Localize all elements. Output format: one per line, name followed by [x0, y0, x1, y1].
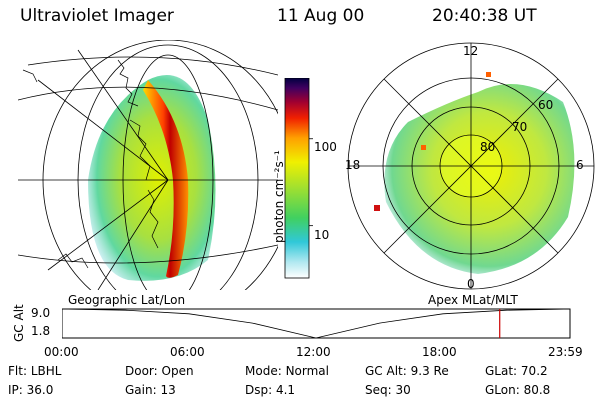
mlt-label-top: 12 — [463, 44, 479, 58]
timeline-x-label-2: 12:00 — [296, 345, 331, 359]
altitude-timeline — [62, 308, 571, 339]
info-gain: Gain: 13 — [125, 383, 176, 397]
timeline-ymax: 9.0 — [31, 306, 51, 320]
apex-caption: Apex MLat/MLT — [428, 293, 518, 307]
info-seq: Seq: 30 — [365, 383, 411, 397]
polar-image — [347, 42, 595, 290]
info-mode: Mode: Normal — [245, 364, 329, 378]
info-glat: GLat: 70.2 — [485, 364, 548, 378]
timeline-x-label-4: 23:59 — [548, 345, 583, 359]
mlat-label-60: 60 — [538, 98, 554, 112]
timeline-x-label-1: 06:00 — [170, 345, 205, 359]
geographic-caption: Geographic Lat/Lon — [68, 293, 186, 307]
timeline-x-label-3: 18:00 — [422, 345, 457, 359]
timeline-x-label-0: 00:00 — [44, 345, 79, 359]
colorbar-unit-label: photon cm⁻²s⁻¹ — [272, 150, 286, 243]
mlat-label-80: 80 — [480, 140, 496, 154]
auroral-oval-arc — [143, 80, 189, 278]
info-door: Door: Open — [125, 364, 194, 378]
info-ip: IP: 36.0 — [8, 383, 54, 397]
timeline-ymin: 1.8 — [31, 324, 51, 338]
info-filter: Flt: LBHL — [8, 364, 62, 378]
colorbar — [284, 78, 313, 279]
mlat-label-70: 70 — [512, 120, 528, 134]
timeline-axis-title: GC Alt — [12, 304, 26, 342]
colorbar-tick-100: 100 — [314, 140, 337, 154]
info-gc-alt: GC Alt: 9.3 Re — [365, 364, 449, 378]
mlt-label-left: 18 — [345, 158, 361, 172]
image-date: 11 Aug 00 — [277, 6, 365, 26]
instrument-title: Ultraviolet Imager — [20, 6, 174, 26]
colorbar-tick-10: 10 — [314, 228, 330, 242]
mlt-label-bottom: 0 — [467, 277, 475, 291]
info-dsp: Dsp: 4.1 — [245, 383, 296, 397]
emission-region — [88, 75, 216, 281]
image-time: 20:40:38 UT — [432, 6, 537, 26]
mlt-label-right: 6 — [576, 158, 584, 172]
altitude-curve — [62, 308, 570, 339]
geographic-image — [18, 40, 278, 290]
info-glon: GLon: 80.8 — [485, 383, 551, 397]
